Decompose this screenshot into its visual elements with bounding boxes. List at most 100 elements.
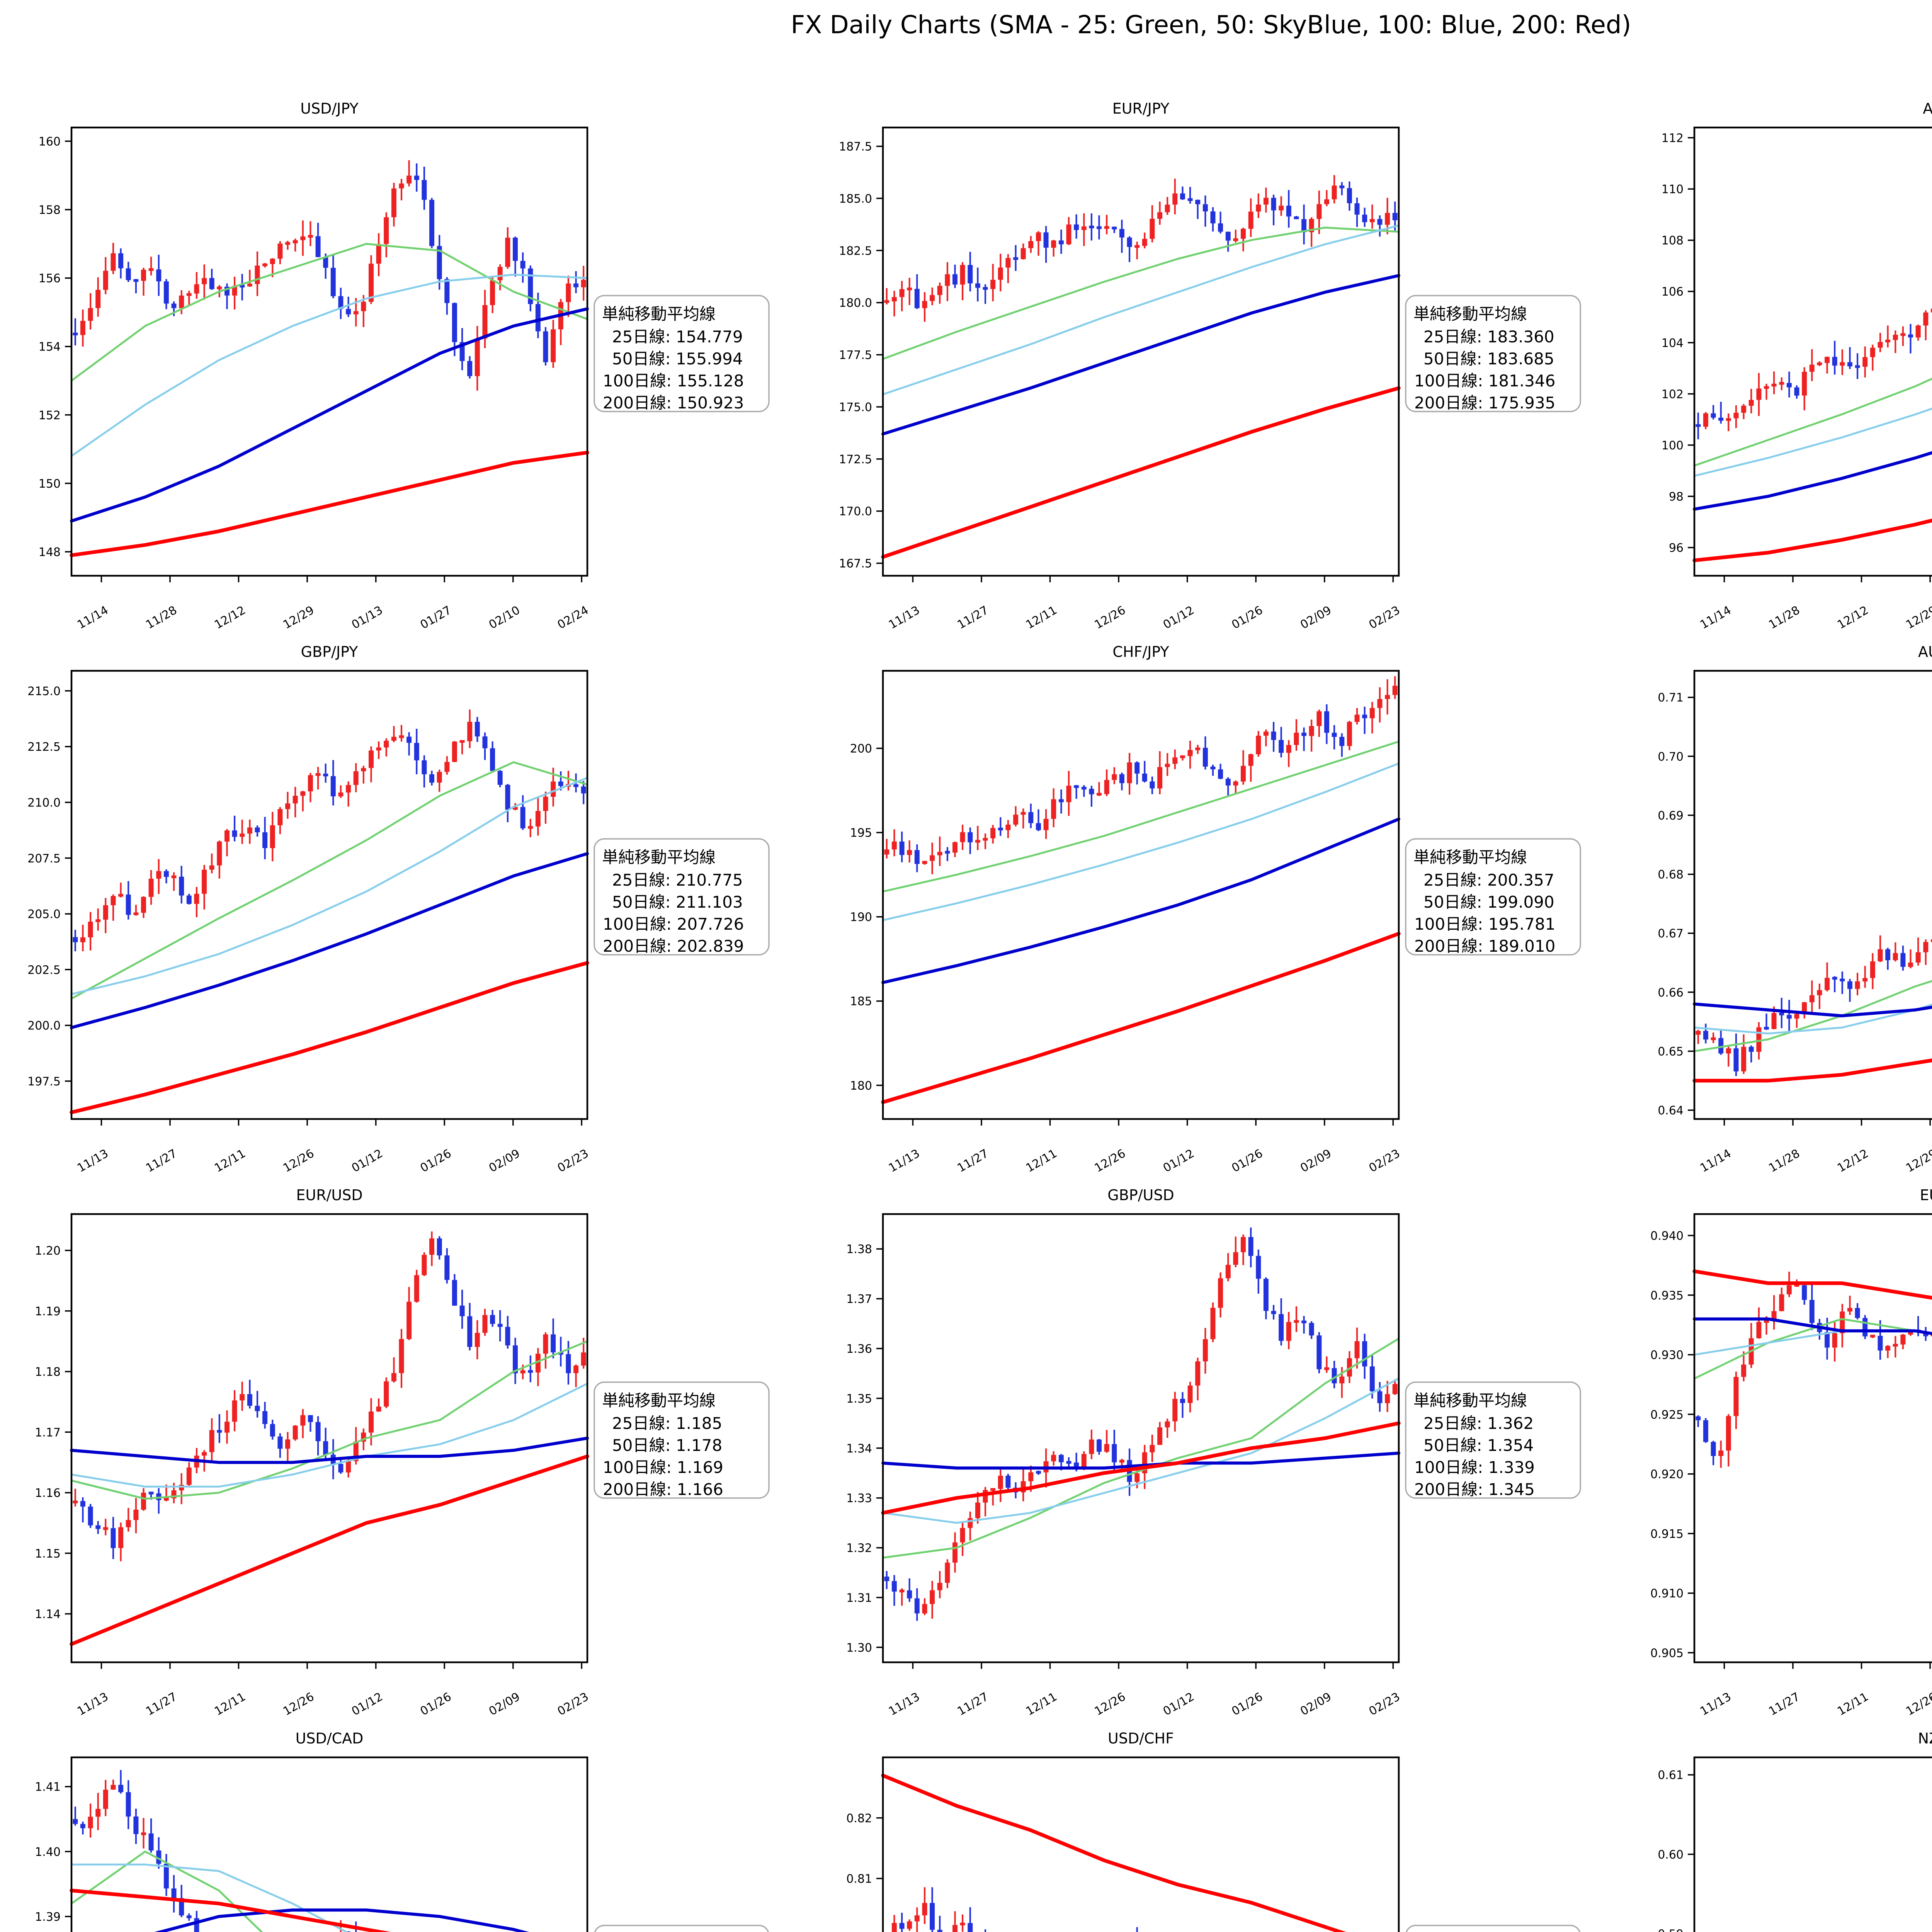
- sma25-line: [70, 243, 588, 382]
- svg-text:0.930: 0.930: [1650, 1349, 1684, 1362]
- svg-text:100: 100: [1662, 439, 1684, 452]
- sma50-line: [882, 762, 1400, 921]
- svg-text:11/27: 11/27: [955, 1147, 991, 1173]
- chart-svg-aud-usd: AUD/USD 0.64 0.65 0.66 0.67 0.68 0.69 0.70 0.71 1…: [1658, 643, 1932, 1175]
- sma200-line: [881, 1421, 1401, 1515]
- sma100-line: [881, 274, 1400, 436]
- svg-text:110: 110: [1662, 183, 1684, 196]
- svg-text:02/23: 02/23: [1367, 1690, 1402, 1716]
- plot-border: [882, 126, 1400, 577]
- svg-text:0.910: 0.910: [1650, 1587, 1684, 1600]
- chart-svg-usd-cad: USD/CAD1.351.361.371.381.391.401.4111/14…: [35, 1730, 769, 1932]
- svg-text:185.0: 185.0: [839, 192, 872, 206]
- candles-layer: [884, 1227, 1398, 1621]
- sma25-line: [882, 226, 1400, 360]
- svg-text:108: 108: [1662, 234, 1684, 248]
- svg-text:11/27: 11/27: [955, 604, 991, 630]
- sma-box-value: 100日線: 207.726: [603, 915, 744, 934]
- sma-box-value: 200日線: 189.010: [1414, 937, 1555, 956]
- sma200-line: [881, 932, 1401, 1104]
- sma-box-frame: [594, 838, 770, 956]
- sma-box-value: 200日線: 1.345: [1414, 1480, 1535, 1499]
- chart-title: GBP/JPY: [301, 643, 359, 660]
- svg-text:01/12: 01/12: [1161, 1690, 1196, 1716]
- chart-gbp-jpy: GBP/JPY 197.5 200.0 202.5 205.0 207.5 210.0 212…: [23, 632, 798, 1175]
- svg-text:0.59: 0.59: [1658, 1928, 1684, 1932]
- sma-box-header: 単純移動平均線: [1413, 304, 1527, 323]
- chart-title: EUR/USD: [296, 1187, 362, 1204]
- svg-text:0.82: 0.82: [846, 1812, 872, 1825]
- plot-border: [1693, 1213, 1932, 1663]
- chart-gbp-usd: GBP/USD 1.30 1.31 1.32 1.33 1.34 1.35 1.36 1.37 1…: [835, 1175, 1609, 1718]
- svg-text:172.5: 172.5: [839, 453, 872, 466]
- svg-text:0.69: 0.69: [1658, 809, 1684, 823]
- sma200-line: [1692, 519, 1932, 562]
- svg-text:12/29: 12/29: [281, 604, 316, 630]
- svg-text:12/26: 12/26: [1904, 1690, 1932, 1716]
- axis-ticks: 1.351.361.371.381.391.401.4111/1411/2812…: [35, 1781, 71, 1924]
- svg-text:177.5: 177.5: [839, 349, 872, 362]
- sma200-line: [70, 961, 589, 1114]
- svg-text:180: 180: [850, 1079, 872, 1093]
- sma100-line: [70, 1437, 589, 1464]
- sma50-line: [882, 1377, 1400, 1524]
- plot-border: [70, 670, 588, 1120]
- candles-layer: [73, 160, 586, 391]
- svg-text:0.64: 0.64: [1658, 1104, 1684, 1117]
- chart-svg-gbp-usd: GBP/USD1.301.311.321.331.341.351.361.371…: [846, 1187, 1581, 1718]
- svg-text:02/23: 02/23: [555, 1147, 591, 1173]
- chart-svg-eur-usd: EUR/USD 1.14 1.15 1.16 1.17 1.18 1.19 1.20 11/13…: [35, 1187, 770, 1718]
- svg-text:11/13: 11/13: [1698, 1690, 1733, 1716]
- svg-text:12/11: 12/11: [212, 1147, 248, 1173]
- sma-box-header: 単純移動平均線: [602, 1391, 716, 1410]
- candles-layer: [1696, 1796, 1932, 1932]
- svg-text:0.70: 0.70: [1658, 750, 1684, 764]
- sma100-line: [70, 307, 589, 523]
- svg-text:0.71: 0.71: [1658, 691, 1684, 705]
- svg-text:0.940: 0.940: [1650, 1230, 1684, 1243]
- svg-text:104: 104: [1662, 337, 1684, 350]
- svg-text:02/23: 02/23: [1367, 1147, 1402, 1173]
- sma-box-value: 50日線: 183.685: [1423, 349, 1554, 368]
- svg-text:205.0: 205.0: [27, 908, 61, 921]
- sma-legend-box: 単純移動平均線 25日線: 1.362 50日線: 1.354 100日線: 1.33…: [1405, 1381, 1581, 1499]
- svg-text:02/09: 02/09: [1298, 1147, 1333, 1173]
- chart-eur-usd: EUR/USD 1.14 1.15 1.16 1.17 1.18 1.19 1.20 11/13…: [23, 1175, 798, 1718]
- plot-border: [70, 126, 588, 577]
- chart-svg-usd-chf: USD/CHF0.760.770.780.790.800.810.8211/13…: [846, 1730, 1581, 1932]
- axis-ticks: 0.560.570.580.590.600.6111/1411/2812/121…: [1658, 1769, 1694, 1932]
- sma100-line: [70, 852, 589, 1029]
- sma25-line: [882, 1337, 1400, 1559]
- svg-text:1.37: 1.37: [846, 1293, 872, 1306]
- sma-legend-box: 単純移動平均線 25日線: 210.775 50日線: 211.103 100日線: …: [594, 838, 770, 956]
- chart-chf-jpy: CHF/JPY 180 185 190 195 200 11/13 11/27 12/11 12/…: [835, 632, 1609, 1175]
- sma25-line: [70, 1340, 588, 1500]
- chart-title: AUD/JPY: [1923, 100, 1932, 117]
- candles-layer: [884, 175, 1398, 322]
- svg-text:190: 190: [850, 911, 872, 924]
- sma50-line: [1693, 407, 1932, 477]
- chart-eur-chf: EUR/CHF0.9050.9100.9150.9200.9250.9300.9…: [1646, 1175, 1932, 1718]
- svg-text:152: 152: [39, 409, 61, 422]
- svg-text:1.33: 1.33: [846, 1492, 872, 1505]
- svg-text:02/24: 02/24: [555, 604, 591, 630]
- svg-text:202.5: 202.5: [27, 963, 61, 977]
- svg-text:11/28: 11/28: [144, 604, 179, 630]
- sma-legend-box: 単純移動平均線 25日線: 183.360 50日線: 183.685 100日線: …: [1405, 295, 1581, 412]
- svg-text:12/26: 12/26: [281, 1147, 316, 1173]
- candles-layer: [884, 676, 1398, 874]
- svg-text:11/13: 11/13: [886, 1690, 922, 1716]
- sma50-line: [1693, 1003, 1932, 1035]
- svg-text:158: 158: [39, 204, 61, 217]
- svg-text:1.38: 1.38: [846, 1243, 872, 1256]
- svg-text:102: 102: [1662, 388, 1684, 401]
- axis-ticks: 180 185 190 195 200 11/13 11/27 12/11 12/26 01/12…: [850, 742, 1403, 1175]
- sma-box-frame: [1405, 1925, 1581, 1932]
- plot-border: [882, 1756, 1400, 1932]
- svg-text:1.36: 1.36: [846, 1342, 872, 1356]
- svg-text:182.5: 182.5: [839, 244, 872, 258]
- sma-box-frame: [594, 1925, 769, 1932]
- sma-legend-box: 単純移動平均線 25日線: 1.185 50日線: 1.178 100日線: 1.16…: [594, 1381, 770, 1499]
- svg-text:200: 200: [850, 742, 872, 756]
- chart-usd-cad: USD/CAD1.351.361.371.381.391.401.4111/14…: [23, 1719, 798, 1932]
